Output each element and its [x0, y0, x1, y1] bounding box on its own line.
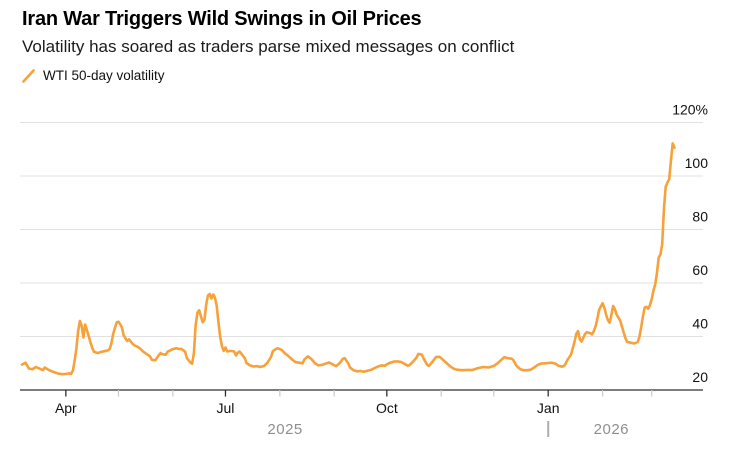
y-axis-label: 80 [692, 209, 708, 225]
page-title: Iran War Triggers Wild Swings in Oil Pri… [22, 8, 422, 30]
legend-label: WTI 50-day volatility [43, 68, 165, 83]
chart-header: Iran War Triggers Wild Swings in Oil Pri… [22, 6, 728, 83]
year-label: 2025 [267, 421, 302, 438]
y-axis-label: 100 [685, 155, 709, 171]
y-axis-label: 60 [692, 262, 708, 278]
page-subtitle: Volatility has soared as traders parse m… [22, 37, 515, 56]
y-axis-label: 40 [692, 316, 708, 332]
x-axis-label: Jul [217, 400, 235, 416]
series-line [20, 142, 676, 376]
y-axis-label: 120% [672, 102, 708, 118]
legend: WTI 50-day volatility [22, 68, 728, 83]
x-axis-label: Apr [55, 400, 77, 416]
x-axis-label: Jan [537, 400, 560, 416]
legend-line-icon [22, 68, 36, 83]
x-axis-label: Oct [376, 400, 398, 416]
year-label: 2026 [594, 421, 629, 438]
y-axis-label: 20 [692, 369, 708, 385]
